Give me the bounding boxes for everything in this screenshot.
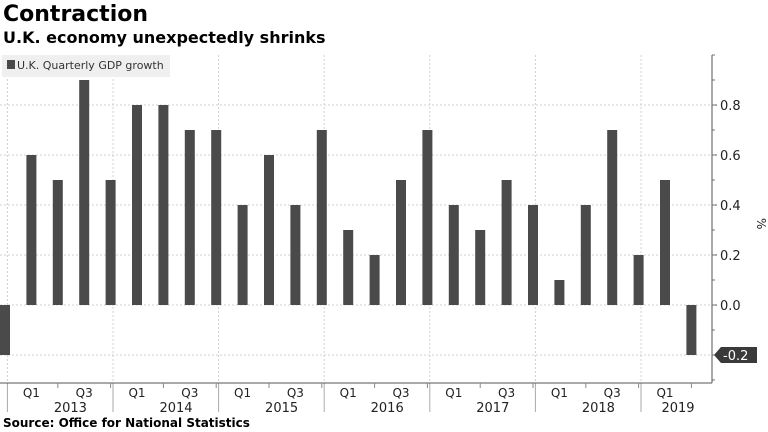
year-label: 2013 (54, 401, 87, 416)
x-tick-label: Q3 (498, 386, 515, 400)
x-tick-label: Q1 (23, 386, 40, 400)
x-tick-label: Q1 (656, 386, 673, 400)
x-tick-label: Q3 (181, 386, 198, 400)
bar-2018-Q3 (607, 130, 618, 305)
bar-2014-Q4 (211, 130, 222, 305)
x-tick-label: Q1 (551, 386, 568, 400)
year-label: 2015 (265, 401, 298, 416)
bar-2014-Q2 (158, 105, 169, 305)
bar-2015-Q2 (264, 155, 274, 305)
year-label: 2017 (476, 401, 509, 416)
y-tick-label: 0.6 (720, 149, 741, 164)
x-tick-label: Q3 (287, 386, 304, 400)
bar-2016-Q1 (343, 230, 354, 305)
last-value-label: -0.2 (723, 349, 748, 364)
y-tick-label: 0.2 (720, 249, 741, 264)
bar-2019-Q2 (686, 305, 697, 355)
last-value-tag (714, 347, 757, 363)
bar-2013-Q2 (52, 180, 63, 305)
legend-label: U.K. Quarterly GDP growth (17, 59, 164, 72)
year-label: 2019 (661, 401, 694, 416)
bar-2012-Q4 (0, 305, 10, 355)
x-tick-label: Q1 (445, 386, 462, 400)
source-note: Source: Office for National Statistics (3, 416, 250, 430)
bar-2014-Q3 (184, 130, 195, 305)
legend: U.K. Quarterly GDP growth (2, 55, 170, 77)
bar-2018-Q4 (633, 255, 644, 305)
bar-2016-Q4 (422, 130, 433, 305)
x-tick-label: Q1 (340, 386, 357, 400)
year-label: 2014 (159, 401, 192, 416)
bar-2013-Q1 (26, 155, 37, 305)
x-tick-label: Q3 (392, 386, 409, 400)
bar-2019-Q1 (660, 180, 670, 305)
y-tick-label: 0.8 (720, 99, 741, 114)
bar-2015-Q3 (290, 205, 301, 305)
bar-2016-Q2 (369, 255, 380, 305)
bar-2013-Q4 (105, 180, 116, 305)
bar-2014-Q1 (132, 105, 142, 305)
year-label: 2018 (582, 401, 615, 416)
bar-2018-Q2 (580, 205, 591, 305)
bar-2017-Q1 (448, 205, 459, 305)
bar-2015-Q4 (316, 130, 327, 305)
chart-title: Contraction (3, 2, 149, 27)
bar-2017-Q2 (475, 230, 486, 305)
legend-swatch (7, 60, 15, 69)
x-tick-label: Q3 (604, 386, 621, 400)
x-tick-label: Q1 (234, 386, 251, 400)
bar-2016-Q3 (396, 180, 406, 305)
y-axis-label: % (754, 218, 768, 229)
chart-subtitle: U.K. economy unexpectedly shrinks (3, 28, 326, 47)
y-tick-label: 0.4 (720, 199, 741, 214)
bar-2018-Q1 (554, 280, 565, 305)
year-label: 2016 (371, 401, 404, 416)
x-tick-label: Q1 (128, 386, 145, 400)
y-tick-label: 0.0 (720, 299, 741, 314)
x-tick-label: Q3 (76, 386, 93, 400)
bar-2015-Q1 (237, 205, 248, 305)
bar-2013-Q3 (79, 80, 90, 305)
bar-2017-Q4 (528, 205, 538, 305)
bar-2017-Q3 (501, 180, 512, 305)
